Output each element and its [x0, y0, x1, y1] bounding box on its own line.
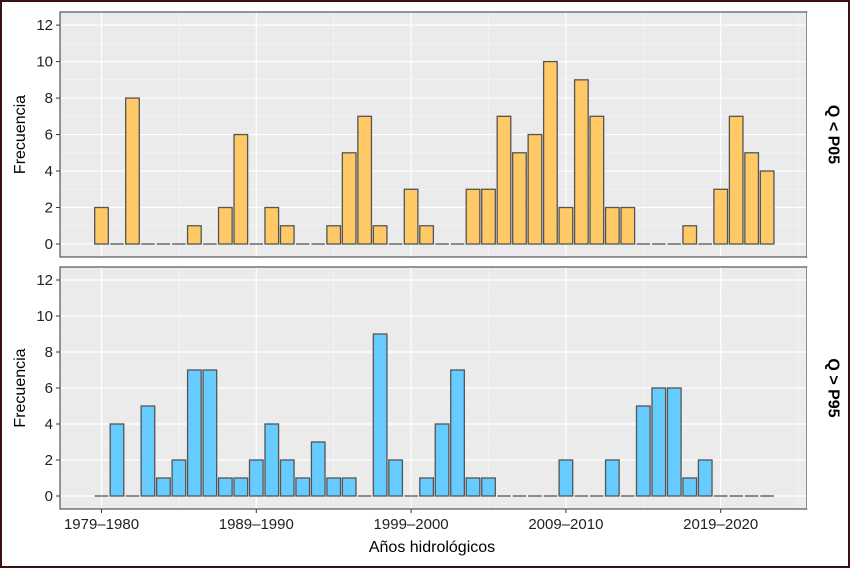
bar [542, 60, 558, 245]
bar [620, 206, 636, 245]
bar [264, 423, 280, 497]
y-tick-label: 6 [45, 127, 53, 144]
y-tick-label: 0 [45, 488, 53, 505]
x-axis: 1979–1980 1989–1990 1999–2000 2009–2010 2019… [64, 509, 758, 533]
panel-high-flow: 0 2 4 6 8 10 12 Q > P95 Frecuencia [12, 266, 842, 510]
bar [512, 152, 527, 245]
bar [527, 133, 543, 245]
bar [295, 477, 311, 497]
bar [496, 115, 512, 245]
bar [186, 369, 202, 497]
y-axis-label: Frecuencia [12, 348, 29, 427]
bar [465, 188, 481, 245]
bar [697, 459, 713, 497]
bar [388, 459, 404, 497]
y-tick-label: 8 [45, 344, 53, 361]
y-tick-label: 12 [36, 272, 53, 289]
bar [171, 459, 187, 497]
bar [728, 115, 744, 245]
facet-strip [807, 12, 838, 257]
y-tick-label: 8 [45, 90, 53, 107]
facet-strip-label: Q > P95 [825, 358, 842, 417]
y-tick-label: 10 [36, 308, 53, 325]
bar [589, 115, 605, 245]
bar [326, 225, 342, 245]
y-tick-label: 4 [45, 163, 53, 180]
bar [310, 441, 326, 497]
bar [372, 225, 388, 245]
y-tick-label: 2 [45, 200, 53, 217]
bar [140, 405, 156, 497]
bar [465, 477, 481, 497]
y-axis-label: Frecuencia [12, 95, 29, 174]
bar [558, 206, 574, 245]
x-tick-label: 1999–2000 [374, 516, 449, 533]
bar [326, 477, 342, 497]
bar [713, 188, 729, 245]
bar [357, 115, 373, 245]
bar [372, 333, 388, 497]
bar [434, 423, 450, 497]
bar [759, 170, 775, 245]
bar [419, 225, 435, 245]
bar [666, 387, 682, 497]
x-tick-label: 2009–2010 [528, 516, 603, 533]
bar [264, 206, 280, 245]
bar [635, 405, 651, 497]
x-tick-label: 1979–1980 [64, 516, 139, 533]
bar [217, 477, 233, 497]
bar [682, 225, 698, 245]
bar [481, 188, 496, 245]
bar [233, 477, 249, 497]
facet-strip-label: Q < P05 [825, 105, 842, 164]
bar [279, 225, 295, 245]
x-tick-label: 2019–2020 [683, 516, 758, 533]
bar [125, 97, 140, 245]
bar [341, 152, 357, 245]
y-tick-label: 12 [36, 17, 53, 34]
bar [109, 423, 125, 497]
x-axis-label: Años hidrológicos [369, 539, 495, 556]
bar [558, 459, 574, 497]
bar [186, 225, 202, 245]
bar [341, 477, 357, 497]
y-tick-label: 0 [45, 236, 53, 253]
y-tick-label: 2 [45, 452, 53, 469]
bar [94, 206, 109, 245]
bar [573, 79, 589, 245]
bar [248, 459, 264, 497]
bar [233, 133, 249, 245]
x-tick-label: 1989–1990 [219, 516, 294, 533]
bar [450, 369, 465, 497]
bar [217, 206, 233, 245]
facet-strip [807, 267, 838, 509]
y-tick-label: 6 [45, 380, 53, 397]
bar [651, 387, 667, 497]
bar [403, 188, 419, 245]
y-tick-label: 4 [45, 416, 53, 433]
panel-low-flow: 0 2 4 6 8 10 12 Q < P05 Frecuencia [12, 11, 842, 258]
bar [744, 152, 760, 245]
y-tick-label: 10 [36, 54, 53, 71]
bar [481, 477, 496, 497]
bar [604, 206, 620, 245]
bar [419, 477, 435, 497]
bar [604, 459, 620, 497]
bar [202, 369, 218, 497]
bar [682, 477, 698, 497]
bar [155, 477, 171, 497]
bar [279, 459, 295, 497]
